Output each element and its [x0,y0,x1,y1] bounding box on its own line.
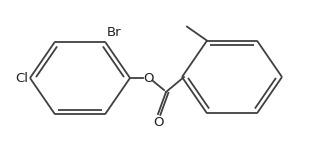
Text: O: O [153,116,163,129]
Text: Br: Br [107,26,122,39]
Text: Cl: Cl [15,71,28,84]
Text: O: O [143,71,153,84]
